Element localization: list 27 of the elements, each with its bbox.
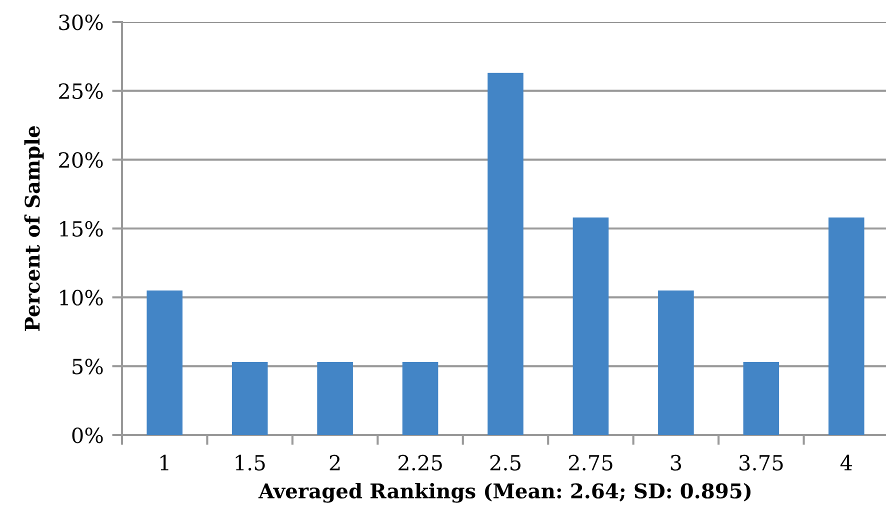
- bar: [402, 362, 438, 435]
- bar: [658, 290, 694, 435]
- bar: [488, 72, 524, 435]
- x-tick-label: 2.5: [490, 454, 520, 471]
- y-tick-label: 15%: [60, 220, 103, 237]
- x-tick-label: 3: [670, 454, 682, 471]
- bar: [317, 362, 353, 435]
- bar: [743, 362, 780, 435]
- y-tick-label: 5%: [72, 358, 103, 374]
- y-tick-label: 0%: [72, 427, 103, 444]
- y-tick-label: 30%: [59, 14, 103, 30]
- x-tick-label: 2: [330, 454, 340, 470]
- bar: [232, 362, 268, 435]
- x-tick-label: 3.75: [740, 454, 783, 471]
- bar: [572, 217, 609, 435]
- x-tick-label: 1.5: [236, 454, 265, 471]
- x-tick-label: 4: [840, 454, 852, 470]
- x-tick-label: 1: [160, 454, 168, 470]
- y-tick-label: 20%: [59, 152, 103, 168]
- y-tick-label: 10%: [60, 290, 103, 306]
- x-axis-title: Averaged Rankings (Mean: 2.64; SD: 0.895): [258, 482, 751, 503]
- x-tick-label: 2.25: [398, 454, 442, 471]
- bar: [146, 290, 183, 435]
- y-tick-label: 25%: [59, 83, 103, 100]
- x-tick-label: 2.75: [568, 454, 612, 471]
- y-axis-title: Percent of Sample: [24, 126, 44, 331]
- bar: [828, 217, 864, 435]
